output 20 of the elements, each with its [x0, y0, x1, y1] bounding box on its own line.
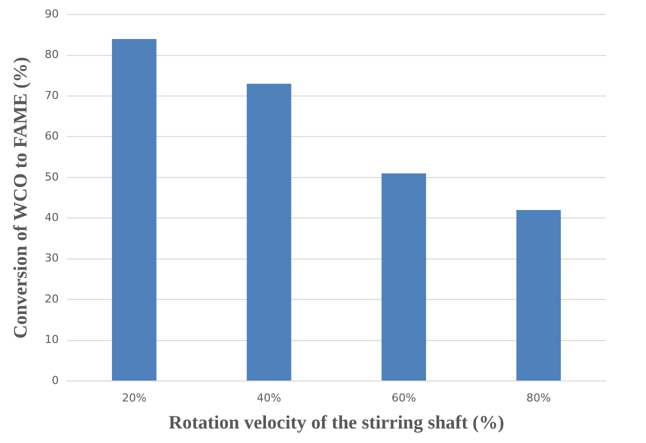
x-tick-label: 20% [122, 391, 146, 404]
bar [246, 84, 292, 380]
bar [516, 210, 561, 380]
y-tick-label: 10 [44, 333, 59, 346]
x-axis-title: Rotation velocity of the stirring shaft (%) [168, 412, 504, 434]
x-tick-label: 80% [526, 391, 551, 404]
bar [112, 39, 156, 380]
y-tick-label: 20 [44, 292, 59, 306]
y-tick-label: 90 [44, 7, 59, 20]
x-tick-label: 40% [256, 391, 282, 404]
bar [382, 173, 426, 380]
y-tick-label: 40 [44, 211, 59, 224]
y-tick-label: 60 [44, 130, 59, 143]
x-tick-label: 60% [392, 391, 416, 404]
y-tick-label: 80 [44, 48, 59, 62]
y-tick-label: 70 [44, 88, 59, 102]
y-tick-label: 50 [44, 170, 59, 184]
y-tick-label: 30 [44, 252, 59, 265]
y-tick-label: 0 [52, 374, 59, 387]
y-axis-title: Conversion of WCO to FAME (%) [10, 56, 32, 339]
